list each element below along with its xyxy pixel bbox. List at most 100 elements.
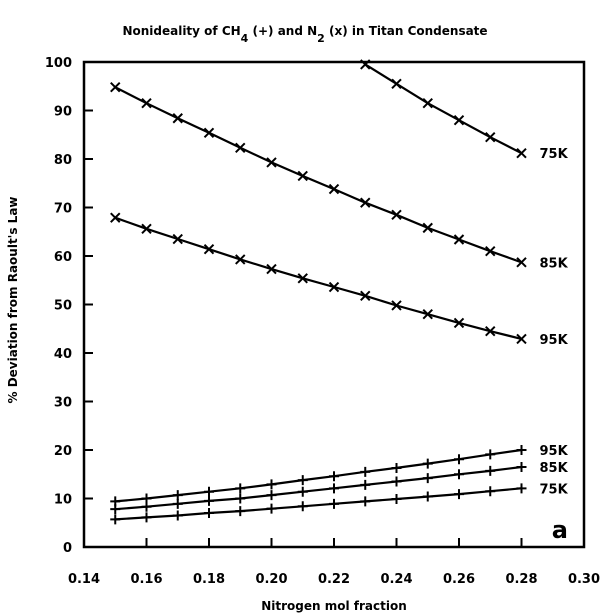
- series-line: [114, 216, 522, 340]
- data-point-plus-marker: [204, 495, 214, 506]
- data-point-plus-marker: [454, 489, 464, 500]
- data-point-x-marker: [110, 212, 121, 223]
- data-point-x-marker: [391, 209, 402, 220]
- y-tick-label: 60: [54, 250, 72, 265]
- data-point-x-marker: [516, 333, 527, 345]
- data-point-plus-marker: [485, 465, 496, 476]
- series-n2-95k: [110, 212, 527, 345]
- series-labels: 75K 85K 95K 95K 85K 75K: [540, 147, 569, 497]
- series-label: 75K: [540, 482, 569, 497]
- x-tick-label: 0.20: [255, 572, 287, 587]
- data-point-plus-marker: [360, 466, 371, 477]
- data-point-x-marker: [203, 127, 215, 139]
- series-line: [114, 86, 522, 264]
- data-point-x-marker: [360, 197, 371, 208]
- data-point-plus-marker: [266, 503, 277, 514]
- y-tick-label: 40: [54, 347, 72, 362]
- x-tick-label: 0.14: [68, 572, 100, 587]
- data-point-x-marker: [391, 78, 402, 90]
- data-point-plus-marker: [329, 471, 339, 482]
- data-point-plus-marker: [141, 512, 152, 523]
- y-tick-label: 30: [54, 396, 72, 411]
- series-line: [115, 448, 522, 503]
- data-point-x-marker: [328, 183, 340, 195]
- data-point-plus-marker: [297, 486, 308, 497]
- x-tick-label: 0.26: [443, 572, 475, 587]
- data-point-plus-marker: [422, 458, 433, 469]
- data-point-x-marker: [141, 223, 152, 235]
- series-ch4-85k: [110, 461, 527, 515]
- data-point-x-marker: [235, 254, 246, 265]
- data-point-plus-marker: [172, 490, 183, 501]
- data-point-plus-marker: [391, 476, 402, 487]
- series-label: 85K: [540, 256, 569, 271]
- data-point-plus-marker: [422, 473, 433, 484]
- data-point-plus-marker: [391, 493, 402, 504]
- data-point-plus-marker: [141, 501, 152, 512]
- data-point-x-marker: [110, 82, 121, 93]
- data-point-x-marker: [485, 131, 496, 143]
- data-point-plus-marker: [516, 445, 527, 455]
- x-tick-label: 0.18: [193, 572, 225, 587]
- data-point-plus-marker: [172, 498, 183, 509]
- series-group: [110, 59, 527, 525]
- data-point-x-marker: [297, 273, 308, 284]
- data-point-x-marker: [328, 281, 340, 293]
- data-point-plus-marker: [235, 483, 246, 494]
- data-point-plus-marker: [204, 486, 214, 497]
- data-point-x-marker: [172, 113, 183, 124]
- data-point-x-marker: [141, 98, 152, 109]
- series-ch4-95k: [110, 445, 527, 507]
- data-point-x-marker: [391, 300, 402, 311]
- data-point-plus-marker: [110, 514, 121, 525]
- series-label: 95K: [540, 444, 569, 459]
- data-point-x-marker: [203, 244, 215, 255]
- chart-title: Nonideality of CH4 (+) and N2 (x) in Tit…: [122, 24, 487, 45]
- series-ch4-75k: [110, 483, 527, 525]
- data-point-plus-marker: [454, 454, 464, 465]
- x-tick-label: 0.24: [380, 572, 412, 587]
- data-point-plus-marker: [422, 491, 433, 502]
- data-point-x-marker: [516, 257, 527, 268]
- y-axis-label: % Deviation from Raoult's Law: [6, 196, 20, 403]
- data-point-x-marker: [266, 157, 277, 168]
- series-n2-75k: [360, 59, 527, 159]
- data-point-x-marker: [453, 234, 465, 245]
- series-label: 75K: [540, 147, 569, 162]
- data-point-plus-marker: [485, 449, 496, 460]
- data-point-x-marker: [485, 325, 496, 337]
- x-tick-label: 0.16: [130, 572, 162, 587]
- data-point-plus-marker: [360, 496, 371, 507]
- y-tick-label: 10: [54, 493, 72, 508]
- data-point-plus-marker: [297, 501, 308, 512]
- data-point-plus-marker: [266, 479, 277, 490]
- data-point-x-marker: [453, 114, 465, 126]
- data-point-x-marker: [422, 98, 433, 109]
- data-point-x-marker: [297, 170, 308, 182]
- x-tick-label: 0.30: [568, 572, 600, 587]
- data-point-x-marker: [235, 142, 246, 154]
- data-point-x-marker: [266, 263, 277, 275]
- data-point-x-marker: [422, 308, 433, 320]
- data-point-x-marker: [422, 222, 433, 234]
- series-line: [364, 63, 523, 155]
- series-line: [115, 465, 522, 511]
- x-axis-label: Nitrogen mol fraction: [261, 599, 407, 613]
- data-point-plus-marker: [391, 462, 402, 473]
- y-tick-label: 0: [63, 541, 72, 556]
- series-label: 85K: [540, 461, 569, 476]
- data-point-plus-marker: [172, 510, 183, 521]
- y-tick-label: 80: [54, 153, 72, 168]
- x-tick-label: 0.22: [318, 572, 350, 587]
- data-point-plus-marker: [360, 479, 371, 490]
- x-tick-label: 0.28: [505, 572, 537, 587]
- data-point-plus-marker: [235, 493, 246, 504]
- data-point-plus-marker: [329, 483, 339, 494]
- series-line: [115, 487, 522, 521]
- series-label: 95K: [540, 333, 569, 348]
- data-point-plus-marker: [110, 504, 121, 515]
- data-point-plus-marker: [485, 486, 496, 497]
- y-tick-label: 90: [54, 105, 72, 120]
- data-point-plus-marker: [297, 475, 308, 486]
